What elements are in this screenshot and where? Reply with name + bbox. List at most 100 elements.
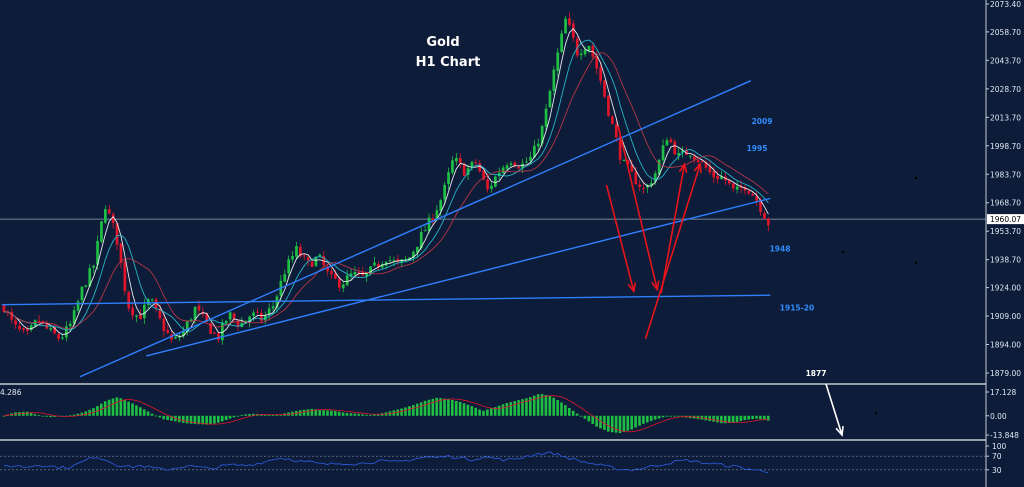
marker-dot	[914, 176, 918, 180]
histogram-bar	[614, 415, 618, 433]
candle-body	[525, 161, 528, 163]
candle-body	[139, 314, 142, 320]
candle-body	[638, 184, 641, 188]
candle-body	[209, 323, 212, 334]
candle-body	[743, 187, 747, 191]
histogram-bar	[72, 414, 76, 416]
candle-body	[513, 162, 517, 167]
candle-body	[287, 259, 290, 274]
histogram-bar	[431, 398, 435, 416]
candle-body	[291, 256, 294, 260]
candle-body	[29, 325, 33, 330]
histogram-bar	[536, 394, 540, 416]
candle-body	[431, 218, 435, 221]
price-tick-label: 2073.40	[990, 0, 1021, 9]
candle-body	[302, 255, 306, 257]
candle-body	[158, 308, 162, 319]
candle-body	[150, 299, 154, 301]
histogram-bar	[427, 399, 431, 416]
candle-body	[416, 246, 419, 253]
histogram-bar	[731, 415, 735, 423]
candle-body	[131, 307, 134, 316]
annotations-layer: 2009 1995 1948 1915-20 1877	[605, 117, 918, 437]
candle-body	[704, 162, 708, 168]
candle-body	[92, 265, 95, 268]
candle-body	[357, 272, 361, 274]
histogram-bar	[591, 415, 594, 424]
histogram-bar	[708, 415, 711, 422]
histogram-bar	[766, 415, 770, 421]
candle-body	[494, 176, 497, 187]
marker-dot	[874, 411, 878, 415]
candle-body	[88, 267, 92, 287]
candle-body	[657, 159, 661, 175]
candle-body	[57, 334, 60, 339]
histogram-bar	[310, 408, 314, 416]
histogram-bar	[646, 415, 649, 423]
candle-body	[747, 190, 751, 194]
trendline-1	[79, 80, 752, 378]
candle-body	[213, 332, 216, 334]
ma-medium-line	[3, 39, 769, 332]
candle-body	[607, 95, 610, 116]
histogram-bar	[349, 413, 353, 416]
candle-body	[314, 257, 318, 266]
candle-body	[466, 168, 470, 175]
histogram-bar	[357, 413, 360, 416]
candle-body	[497, 172, 501, 177]
histogram-bar	[228, 415, 232, 419]
histogram-bar	[587, 415, 591, 422]
histogram-bar	[661, 415, 665, 418]
current-price-label: 1960.07	[990, 215, 1021, 224]
candle-body	[37, 320, 41, 322]
histogram-bar	[139, 407, 142, 416]
candle-body	[626, 160, 630, 166]
candle-body	[478, 163, 482, 172]
candle-body	[127, 291, 131, 309]
candle-body	[306, 257, 310, 261]
red-arrow-4-shaft	[644, 163, 701, 340]
price-tick-label: 1983.70	[990, 170, 1021, 179]
histogram-bar	[37, 415, 41, 417]
title-timeframe: H1 Chart	[416, 55, 481, 70]
histogram-bar	[127, 401, 130, 416]
price-tick-label: 2013.70	[990, 113, 1021, 122]
candle-body	[435, 210, 439, 220]
candle-body	[622, 160, 626, 162]
histogram-bar	[115, 397, 119, 416]
candle-body	[248, 316, 251, 322]
candle-body	[252, 312, 255, 316]
candle-body	[509, 163, 513, 165]
candle-body	[26, 329, 29, 332]
candle-body	[380, 264, 384, 268]
histogram-bar	[603, 415, 606, 431]
histogram-bar	[571, 410, 575, 416]
candle-body	[283, 274, 287, 282]
candle-body	[505, 165, 509, 169]
level-label-1915-20: 1915-20	[780, 304, 814, 313]
candle-body	[369, 266, 372, 275]
histogram-bar	[33, 414, 37, 416]
histogram-bar	[22, 411, 25, 416]
histogram-bar	[135, 405, 138, 416]
histogram-bar	[568, 408, 571, 416]
histogram-bar	[189, 415, 193, 424]
candle-body	[536, 143, 540, 147]
histogram-bar	[548, 395, 552, 416]
candle-body	[224, 320, 228, 324]
histogram-bar	[213, 415, 216, 424]
histogram-bar	[146, 411, 150, 416]
candle-body	[423, 230, 427, 232]
histogram-bar	[142, 409, 146, 416]
candle-body	[408, 257, 411, 261]
candle-body	[482, 170, 485, 180]
candle-body	[221, 323, 224, 341]
candle-body	[310, 261, 314, 267]
candle-body	[135, 315, 138, 317]
histogram-bar	[181, 415, 185, 423]
candle-body	[490, 185, 493, 189]
candle-body	[447, 172, 450, 184]
red-arrow-4	[644, 162, 702, 340]
red-arrow-4-head	[693, 162, 702, 174]
